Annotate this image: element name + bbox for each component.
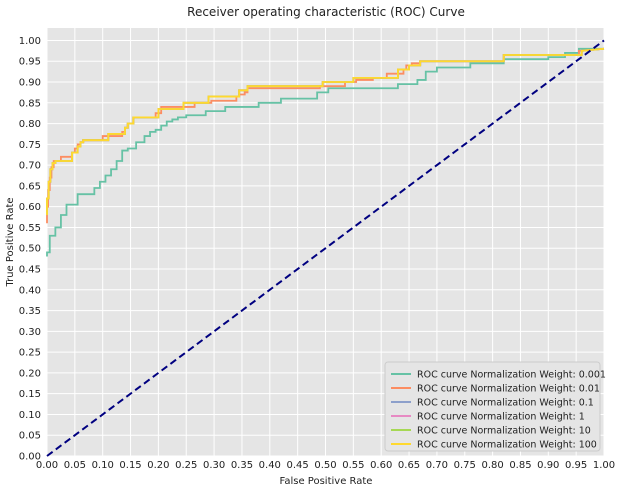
series-line-1 bbox=[46, 47, 605, 224]
x-tick-label: 0.80 bbox=[481, 460, 503, 471]
y-tick-label: 0.55 bbox=[19, 223, 41, 234]
legend-entry-2: ROC curve Normalization Weight: 0.1 bbox=[417, 398, 594, 409]
y-tick-label: 0.25 bbox=[19, 348, 41, 359]
x-tick-label: 0.60 bbox=[370, 460, 392, 471]
y-tick-label: 0.85 bbox=[19, 98, 41, 109]
x-tick-label: 0.90 bbox=[537, 460, 559, 471]
series-lines bbox=[46, 47, 605, 257]
legend-entry-1: ROC curve Normalization Weight: 0.01 bbox=[417, 384, 600, 395]
y-axis-label: True Positive Rate bbox=[5, 197, 16, 287]
y-tick-label: 0.60 bbox=[19, 202, 41, 213]
x-tick-label: 0.30 bbox=[203, 460, 225, 471]
x-tick-label: 0.95 bbox=[565, 460, 587, 471]
legend: ROC curve Normalization Weight: 0.001 ROC… bbox=[384, 361, 606, 452]
legend-entry-5: ROC curve Normalization Weight: 100 bbox=[417, 440, 597, 451]
chart-title: Receiver operating characteristic (ROC) … bbox=[187, 5, 465, 19]
y-tick-label: 0.05 bbox=[19, 431, 41, 442]
y-tick-label: 0.75 bbox=[19, 140, 41, 151]
y-tick-label: 0.30 bbox=[19, 327, 41, 338]
y-axis-ticks: 0.00 0.05 0.10 0.15 0.20 0.25 0.30 0.35 0.40 0.45… bbox=[19, 36, 41, 463]
x-tick-label: 0.25 bbox=[175, 460, 197, 471]
x-axis-label: False Positive Rate bbox=[280, 476, 373, 487]
y-tick-label: 0.45 bbox=[19, 265, 41, 276]
y-tick-label: 0.70 bbox=[19, 161, 41, 172]
legend-entry-4: ROC curve Normalization Weight: 10 bbox=[417, 426, 591, 437]
x-tick-label: 0.45 bbox=[287, 460, 309, 471]
legend-entry-0: ROC curve Normalization Weight: 0.001 bbox=[417, 370, 606, 381]
x-axis-ticks: 0.00 0.05 0.10 0.15 0.20 0.25 0.30 0.35 0.40 0.45… bbox=[36, 460, 615, 471]
x-tick-label: 0.15 bbox=[119, 460, 141, 471]
x-tick-label: 1.00 bbox=[593, 460, 615, 471]
diagonal-line bbox=[46, 39, 605, 457]
x-tick-label: 0.35 bbox=[231, 460, 253, 471]
x-tick-label: 0.00 bbox=[36, 460, 58, 471]
x-tick-label: 0.10 bbox=[92, 460, 114, 471]
series-line-0 bbox=[46, 47, 604, 257]
series-line-5 bbox=[46, 47, 605, 215]
y-tick-label: 0.80 bbox=[19, 119, 41, 130]
y-tick-label: 0.90 bbox=[19, 78, 41, 89]
x-tick-label: 0.65 bbox=[398, 460, 420, 471]
x-tick-label: 0.55 bbox=[342, 460, 364, 471]
y-tick-label: 0.95 bbox=[19, 57, 41, 68]
y-tick-label: 1.00 bbox=[19, 36, 41, 47]
chance-diagonal bbox=[46, 39, 605, 457]
y-tick-label: 0.15 bbox=[19, 389, 41, 400]
x-tick-label: 0.70 bbox=[426, 460, 448, 471]
legend-box bbox=[384, 361, 601, 452]
y-tick-label: 0.50 bbox=[19, 244, 41, 255]
legend-entry-3: ROC curve Normalization Weight: 1 bbox=[417, 412, 585, 423]
y-tick-label: 0.10 bbox=[19, 410, 41, 421]
y-tick-label: 0.40 bbox=[19, 285, 41, 296]
y-tick-label: 0.00 bbox=[19, 452, 41, 463]
x-tick-label: 0.20 bbox=[147, 460, 169, 471]
y-tick-label: 0.65 bbox=[19, 181, 41, 192]
y-tick-label: 0.35 bbox=[19, 306, 41, 317]
y-tick-label: 0.20 bbox=[19, 368, 41, 379]
x-tick-label: 0.05 bbox=[64, 460, 86, 471]
x-tick-label: 0.50 bbox=[314, 460, 336, 471]
x-tick-label: 0.40 bbox=[259, 460, 281, 471]
x-tick-label: 0.85 bbox=[509, 460, 531, 471]
x-tick-label: 0.75 bbox=[454, 460, 476, 471]
